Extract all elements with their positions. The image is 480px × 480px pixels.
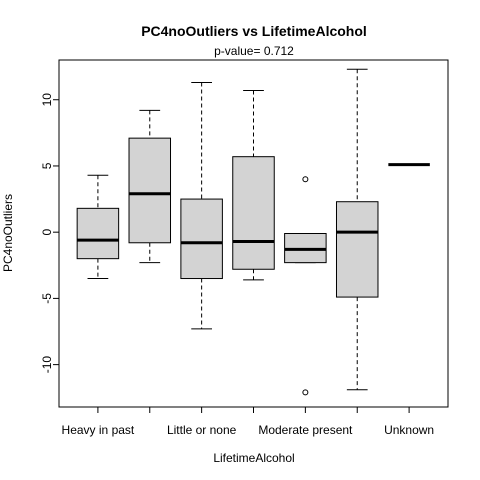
- outlier-point: [302, 389, 309, 396]
- x-tick-label: Little or none: [167, 423, 237, 437]
- y-tick-label: 0: [40, 229, 54, 236]
- outlier-point: [302, 176, 309, 183]
- y-axis-label: PC4noOutliers: [1, 194, 15, 272]
- y-tick-label: -10: [40, 356, 54, 374]
- y-tick-label: -5: [40, 293, 54, 304]
- chart-subtitle: p-value= 0.712: [214, 44, 294, 58]
- x-tick-label: Moderate present: [258, 423, 353, 437]
- chart-title: PC4noOutliers vs LifetimeAlcohol: [141, 23, 367, 39]
- box: [128, 137, 172, 244]
- box: [180, 198, 223, 280]
- box: [76, 207, 120, 260]
- box: [232, 156, 275, 270]
- y-tick-label: 5: [40, 162, 54, 169]
- x-tick-label: Unknown: [384, 423, 434, 437]
- box: [335, 201, 379, 298]
- x-tick-label: Heavy in past: [62, 423, 135, 437]
- x-axis-label: LifetimeAlcohol: [213, 451, 294, 465]
- y-tick-label: 10: [40, 93, 54, 107]
